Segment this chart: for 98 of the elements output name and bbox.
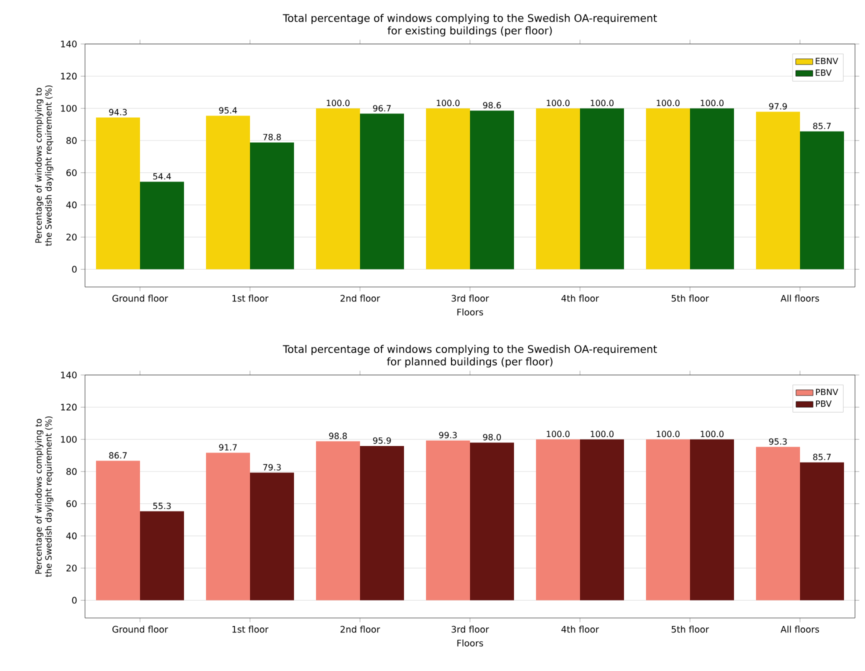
legend-label: PBV	[816, 400, 832, 407]
data-label: 95.3	[769, 438, 787, 445]
data-label: 94.3	[109, 108, 127, 116]
y-tick-label: 100	[61, 104, 77, 112]
chart-subtitle: for planned buildings (per floor)	[386, 357, 552, 368]
data-label: 78.8	[263, 134, 281, 140]
bar	[206, 452, 250, 600]
x-tick-label: 5th floor	[672, 626, 710, 633]
y-tick-label: 40	[66, 532, 77, 540]
data-label: 100.0	[590, 430, 614, 438]
y-tick-label: 60	[66, 500, 77, 508]
y-tick-label: 120	[61, 404, 77, 411]
data-label: 79.3	[263, 464, 281, 470]
legend-label: PBNV	[816, 388, 838, 396]
chart-title: Total percentage of windows complying to the Swedish OA-requirement	[282, 344, 657, 356]
chart-subtitle: for existing buildings (per floor)	[388, 26, 552, 36]
data-label: 86.7	[109, 452, 127, 459]
y-tick-label: 0	[72, 596, 77, 604]
y-tick-label: 80	[66, 137, 77, 144]
data-label: 85.7	[813, 454, 831, 460]
x-tick-label: 3rd floor	[452, 626, 490, 633]
x-axis-title: Floors	[457, 640, 484, 646]
bar	[536, 439, 580, 600]
x-tick-label: Ground floor	[112, 294, 168, 302]
bar	[96, 460, 140, 600]
x-tick-label: 2nd floor	[340, 294, 380, 302]
data-label: 55.3	[153, 502, 171, 510]
data-label: 98.8	[329, 432, 347, 440]
y-tick-label: 140	[61, 372, 77, 378]
y-tick-label: 0	[72, 266, 77, 273]
bar	[646, 108, 690, 270]
bar	[316, 108, 360, 270]
data-label: 100.0	[436, 100, 460, 106]
bar	[690, 108, 734, 270]
bar	[690, 439, 734, 600]
data-label: 95.9	[373, 437, 391, 444]
x-tick-label: 1st floor	[232, 626, 269, 633]
data-label: 98.6	[483, 102, 501, 108]
bar	[580, 108, 624, 270]
bar	[360, 446, 404, 600]
x-tick-label: All floors	[780, 294, 820, 302]
bar	[646, 439, 690, 600]
x-tick-label: 4th floor	[561, 294, 600, 302]
data-label: 54.4	[153, 173, 171, 180]
y-tick-label: 100	[61, 436, 77, 443]
bar	[140, 182, 184, 270]
bar	[470, 110, 514, 270]
data-label: 91.7	[219, 444, 237, 451]
x-axis-title: Floors	[457, 308, 484, 316]
data-label: 100.0	[326, 100, 350, 106]
bar	[96, 118, 140, 270]
bar	[756, 112, 800, 270]
y-tick-label: 20	[66, 234, 77, 240]
bar	[470, 442, 514, 600]
data-label: 96.7	[373, 105, 391, 112]
bar	[140, 511, 184, 600]
bar	[536, 108, 580, 270]
chart-title: Total percentage of windows complying to the Swedish OA-requirement	[282, 14, 657, 24]
data-label: 99.3	[439, 432, 457, 438]
bar	[206, 116, 250, 270]
y-tick-label: 80	[66, 468, 77, 475]
bar	[360, 114, 404, 270]
x-tick-label: 5th floor	[672, 294, 710, 302]
bar	[316, 441, 360, 600]
legend-label: EBV	[816, 70, 832, 76]
y-tick-label: 40	[66, 202, 77, 208]
y-tick-label: 140	[61, 40, 77, 48]
bar	[800, 462, 844, 600]
x-tick-label: 2nd floor	[340, 626, 380, 633]
data-label: 85.7	[813, 122, 831, 130]
bar	[250, 472, 294, 600]
x-tick-label: 4th floor	[561, 626, 600, 633]
x-tick-label: 1st floor	[232, 294, 269, 302]
data-label: 100.0	[700, 100, 724, 106]
bar	[800, 131, 844, 270]
data-label: 100.0	[590, 100, 614, 106]
data-label: 100.0	[656, 100, 680, 106]
data-label: 95.4	[219, 107, 237, 114]
x-tick-label: All floors	[780, 626, 820, 633]
y-tick-label: 120	[61, 72, 77, 80]
legend-label: EBNV	[816, 58, 838, 64]
data-label: 98.0	[483, 434, 501, 440]
data-label: 100.0	[546, 100, 570, 106]
y-tick-label: 60	[66, 169, 77, 176]
bar	[756, 446, 800, 600]
data-label: 100.0	[656, 430, 680, 438]
y-tick-label: 20	[66, 564, 77, 572]
y-axis-title: Percentage of windows complying to the Swedish daylight requirement (%)	[35, 416, 54, 577]
bar	[250, 142, 294, 270]
data-label: 97.9	[769, 103, 787, 110]
x-tick-label: Ground floor	[112, 626, 168, 633]
x-tick-label: 3rd floor	[452, 294, 490, 302]
y-axis-title: Percentage of windows complying to the Swedish daylight requirement (%)	[35, 85, 54, 246]
data-label: 100.0	[700, 430, 724, 438]
bar	[426, 440, 470, 600]
data-label: 100.0	[546, 430, 570, 438]
bar	[580, 439, 624, 600]
bar	[426, 108, 470, 270]
